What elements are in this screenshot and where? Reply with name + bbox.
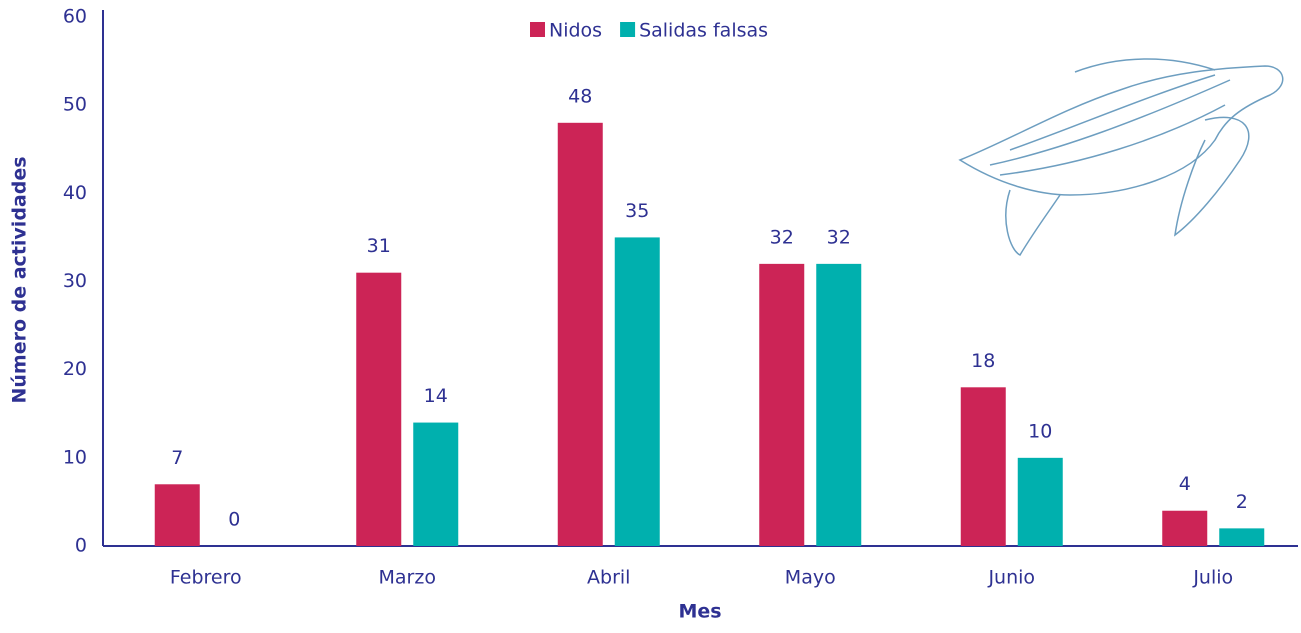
value-label: 32 (827, 226, 851, 248)
bar (558, 123, 603, 546)
page: {"chart_data": {"type": "bar", "x_label"… (0, 0, 1301, 633)
bar (155, 484, 200, 546)
legend-swatch (530, 22, 545, 37)
turtle-illustration (960, 59, 1283, 255)
value-label: 10 (1028, 420, 1052, 442)
value-label: 35 (625, 200, 649, 222)
bar (961, 387, 1006, 546)
chart: Número de actividades Mes 0102030405060N… (0, 0, 1301, 629)
bar (356, 273, 401, 546)
x-tick-label: Febrero (170, 567, 242, 589)
value-label: 4 (1179, 473, 1191, 495)
bar (1162, 511, 1207, 546)
y-tick-label: 40 (63, 182, 87, 204)
bar (816, 264, 861, 546)
y-tick-label: 30 (63, 270, 87, 292)
y-tick-label: 10 (63, 446, 87, 468)
value-label: 2 (1236, 491, 1248, 513)
legend-swatch (620, 22, 635, 37)
bar (1018, 458, 1063, 546)
y-tick-label: 50 (63, 94, 87, 116)
y-tick-label: 20 (63, 358, 87, 380)
value-label: 48 (568, 85, 592, 107)
bar (615, 237, 660, 546)
x-tick-label: Abril (587, 567, 630, 589)
bar (759, 264, 804, 546)
value-label: 0 (228, 509, 240, 531)
legend-label: Salidas falsas (639, 20, 768, 42)
y-tick-label: 60 (63, 6, 87, 28)
value-label: 18 (971, 350, 995, 372)
x-tick-label: Junio (987, 567, 1035, 589)
x-tick-label: Mayo (785, 567, 836, 589)
value-label: 32 (770, 226, 794, 248)
value-label: 14 (424, 385, 448, 407)
x-tick-label: Julio (1192, 567, 1233, 589)
bar (413, 423, 458, 546)
value-label: 31 (367, 235, 391, 257)
y-axis-title: Número de actividades (9, 156, 31, 403)
x-tick-label: Marzo (379, 567, 436, 589)
value-label: 7 (171, 447, 183, 469)
x-axis-title: Mes (678, 601, 721, 623)
legend-label: Nidos (549, 20, 602, 42)
y-tick-label: 0 (75, 535, 87, 557)
bar (1219, 528, 1264, 546)
